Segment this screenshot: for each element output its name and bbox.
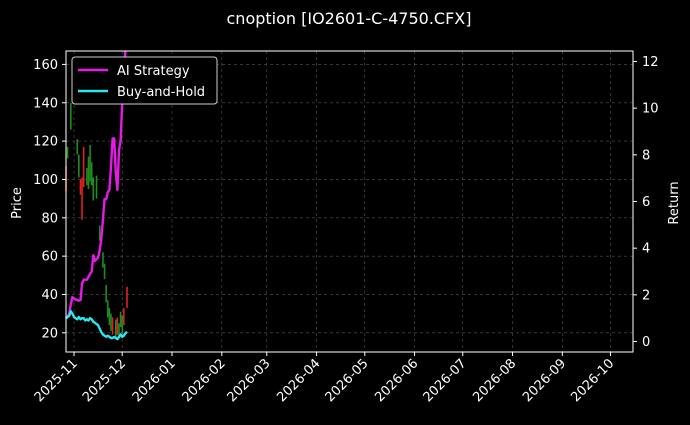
chart-title: cnoption [IO2601-C-4750.CFX]: [227, 9, 472, 28]
legend: AI Strategy Buy-and-Hold: [71, 56, 218, 105]
y-tick-label: 160: [33, 58, 58, 73]
right-axis-ticks: 0 2 4 6 8 10 12: [633, 55, 659, 350]
left-axis-ticks: 20 40 60 80 100 120 140 160: [33, 58, 66, 341]
x-tick-label: 2025-12: [80, 356, 129, 405]
y2-tick-label: 6: [642, 195, 650, 210]
x-tick-label: 2026-01: [130, 356, 179, 405]
y2-tick-label: 8: [642, 148, 650, 163]
candlesticks: [65, 102, 128, 339]
series-line-ai-strategy: [65, 50, 127, 320]
y-tick-label: 80: [41, 211, 58, 226]
y2-axis-label: Return: [667, 181, 682, 224]
y2-tick-label: 12: [642, 55, 659, 70]
x-tick-label: 2026-05: [323, 356, 372, 405]
y-tick-label: 60: [41, 250, 58, 265]
y-tick-label: 100: [33, 173, 58, 188]
x-tick-label: 2026-06: [372, 356, 421, 405]
x-tick-label: 2025-11: [32, 356, 81, 405]
legend-label-buy-and-hold: Buy-and-Hold: [117, 85, 205, 100]
x-tick-label: 2026-10: [568, 356, 617, 405]
series-lines: [65, 50, 128, 341]
y-tick-label: 20: [41, 326, 58, 341]
y2-tick-label: 2: [642, 288, 650, 303]
legend-label-ai-strategy: AI Strategy: [117, 64, 190, 79]
x-tick-label: 2026-07: [421, 356, 470, 405]
y2-tick-label: 4: [642, 242, 650, 257]
x-tick-label: 2026-04: [274, 356, 323, 405]
x-tick-label: 2026-09: [520, 356, 569, 405]
y2-tick-label: 0: [642, 335, 650, 350]
y-tick-label: 140: [33, 96, 58, 111]
y-tick-label: 40: [41, 288, 58, 303]
y-tick-label: 120: [33, 135, 58, 150]
x-tick-label: 2026-08: [470, 356, 519, 405]
x-tick-label: 2026-03: [225, 356, 274, 405]
grid: [66, 51, 633, 352]
y-axis-label: Price: [10, 187, 25, 219]
legend-box: [71, 56, 218, 105]
series-line-buy-and-hold: [65, 310, 128, 341]
y2-tick-label: 10: [642, 102, 659, 117]
x-tick-label: 2026-02: [180, 356, 229, 405]
